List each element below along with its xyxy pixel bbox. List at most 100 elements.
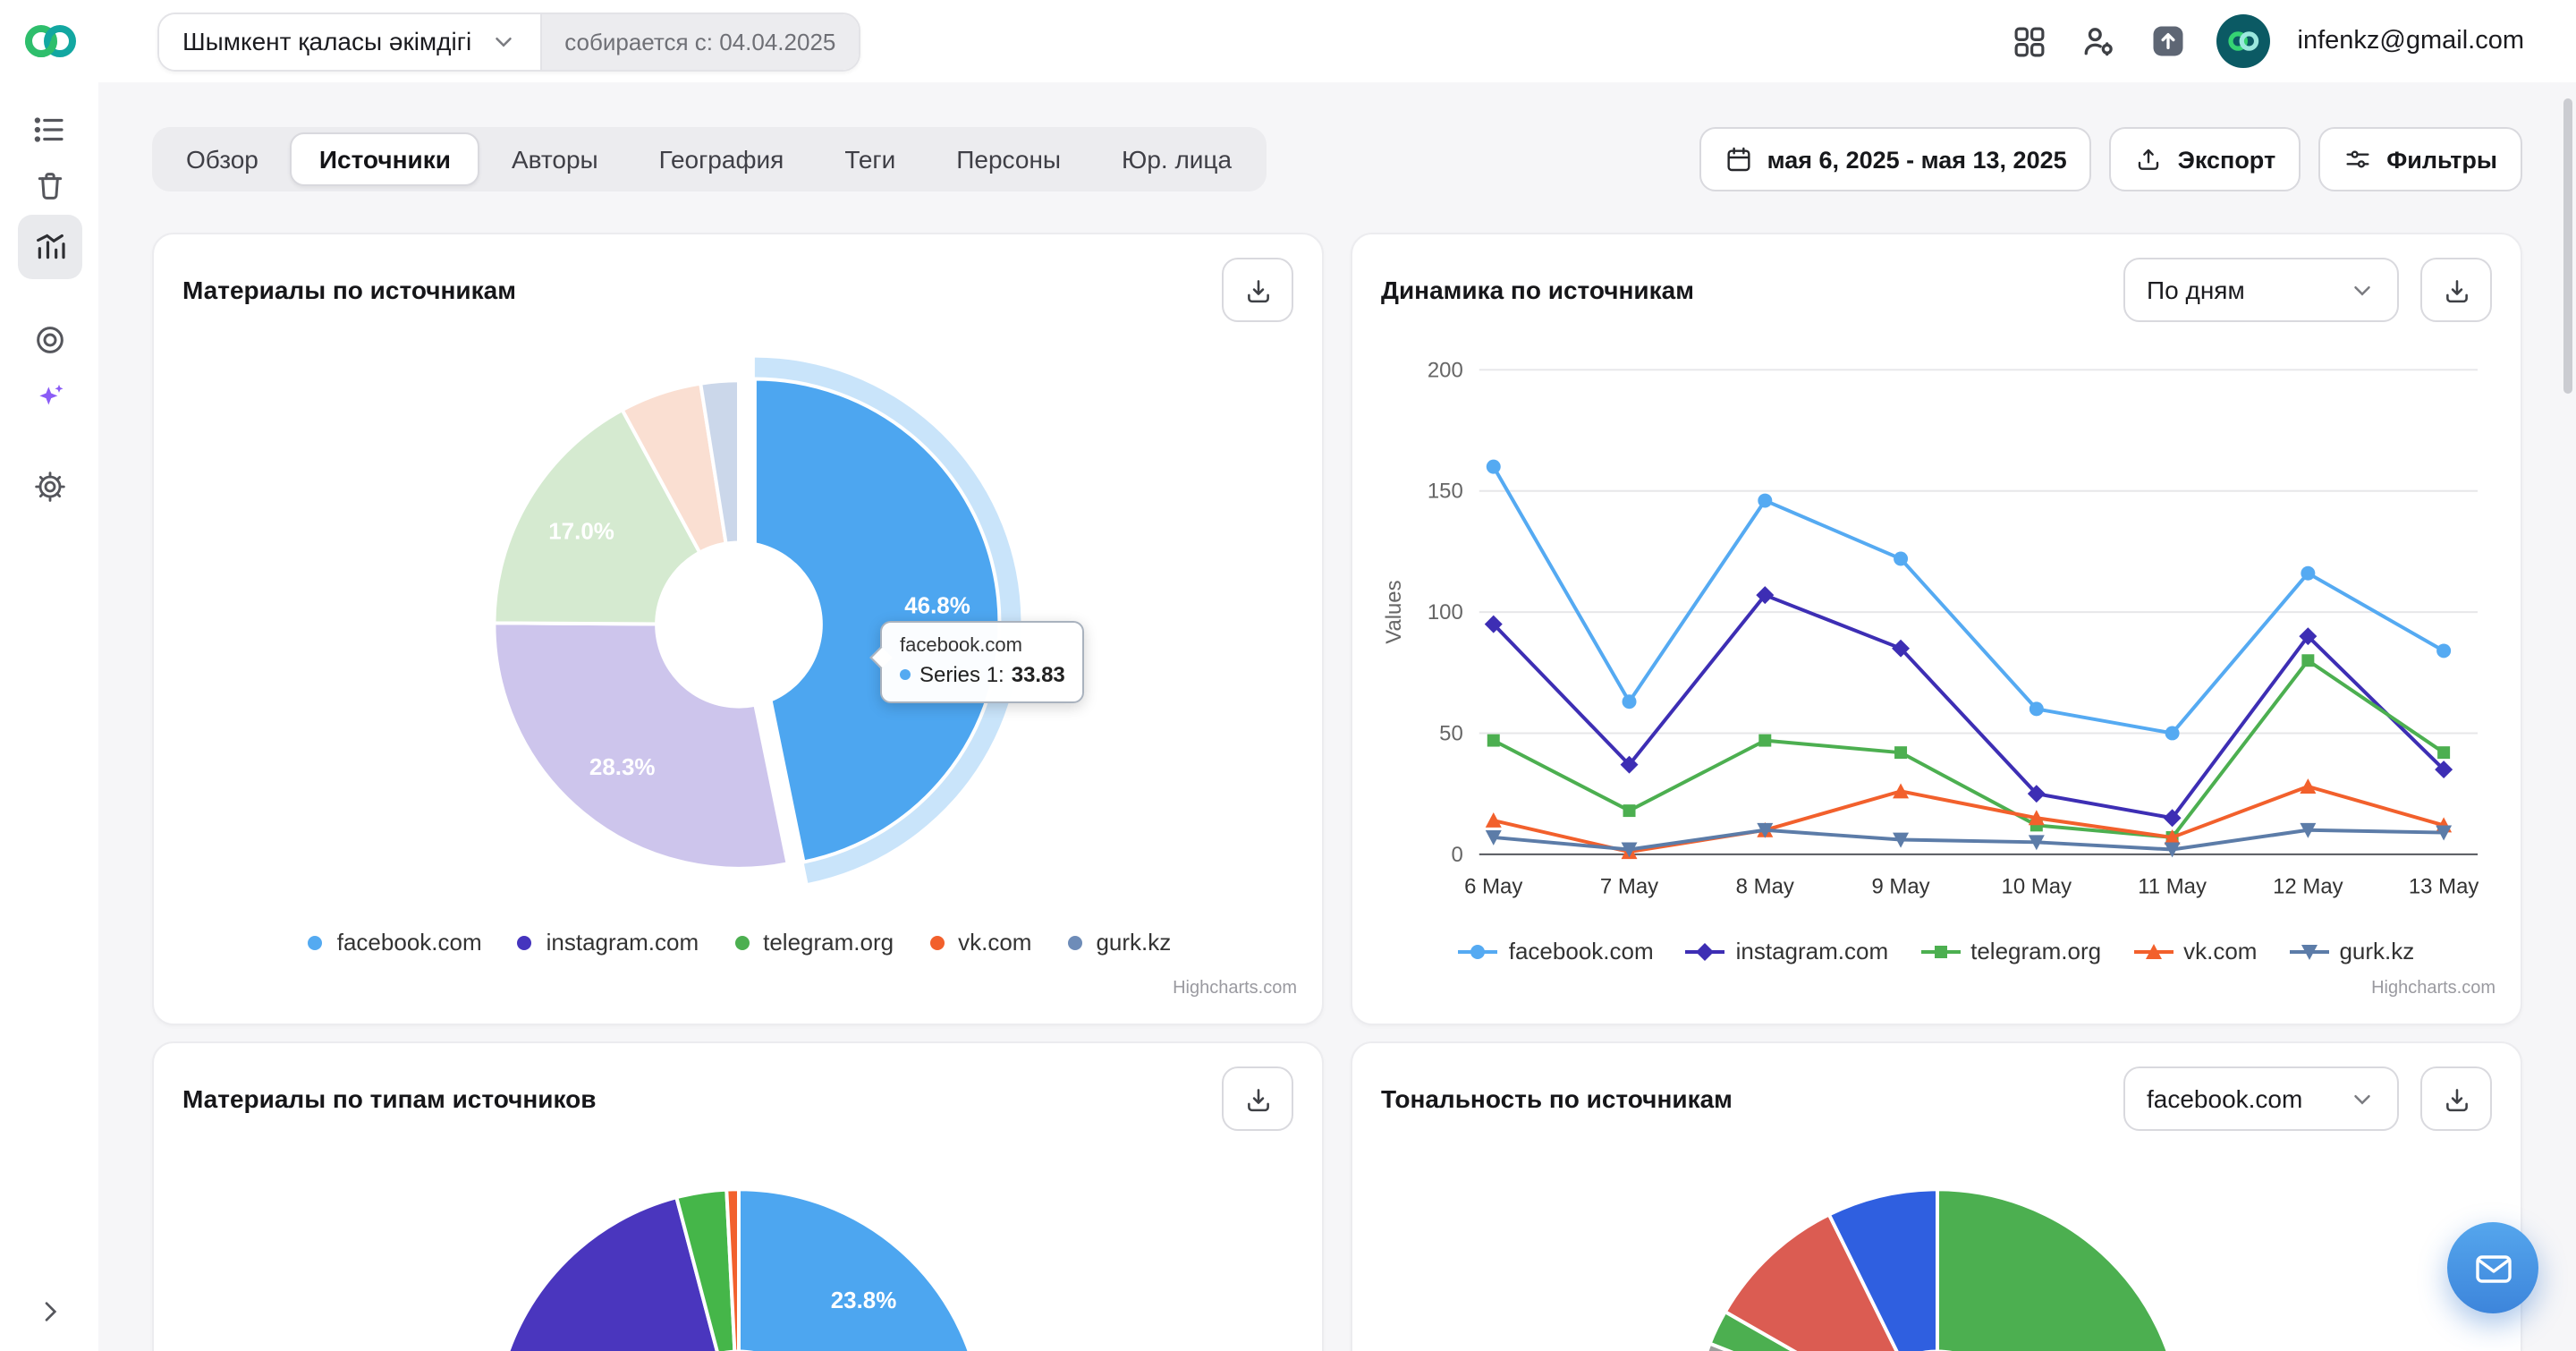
upload-box-button[interactable] xyxy=(2148,20,2190,63)
tab-authors[interactable]: Авторы xyxy=(483,132,627,186)
download-button[interactable] xyxy=(2420,258,2492,322)
list-icon xyxy=(30,110,68,148)
legend-item[interactable]: instagram.com xyxy=(514,929,699,956)
legend-item[interactable]: vk.com xyxy=(926,929,1031,956)
filters-icon xyxy=(2343,145,2372,174)
svg-text:23.8%: 23.8% xyxy=(831,1288,897,1313)
legend-item[interactable]: facebook.com xyxy=(1459,938,1654,964)
chevron-down-icon xyxy=(2349,1085,2376,1112)
app-root: Шымкент қаласы әкімдігі собирается с: 04… xyxy=(0,0,2576,1351)
card-header-actions: facebook.com xyxy=(2123,1066,2492,1131)
card-title: Материалы по типам источников xyxy=(182,1084,596,1113)
date-range-button[interactable]: мая 6, 2025 - мая 13, 2025 xyxy=(1699,127,2092,191)
user-settings-icon xyxy=(2080,21,2119,61)
sidebar xyxy=(0,0,98,1351)
sidebar-item-settings[interactable] xyxy=(17,458,81,515)
source-select[interactable]: facebook.com xyxy=(2123,1066,2399,1131)
chart-legend: facebook.com instagram.com telegram.org vk.… xyxy=(1352,938,2521,964)
card-title: Динамика по источникам xyxy=(1381,276,1694,304)
avatar[interactable] xyxy=(2217,14,2271,68)
download-icon xyxy=(1242,275,1273,305)
collect-since-badge: собирается с: 04.04.2025 xyxy=(539,13,859,69)
chevron-down-icon xyxy=(2349,276,2376,303)
app-logo xyxy=(22,16,76,66)
card-header-actions: По дням xyxy=(2123,258,2492,322)
svg-text:6 May: 6 May xyxy=(1464,875,1522,899)
legend-item[interactable]: vk.com xyxy=(2133,938,2257,964)
highcharts-credit[interactable]: Highcharts.com xyxy=(2371,979,2496,998)
legend-item[interactable]: instagram.com xyxy=(1686,938,1889,964)
dynamics-line-chart[interactable]: 0501001502006 May7 May8 May9 May10 May11… xyxy=(1352,234,2521,1024)
source-select-value: facebook.com xyxy=(2147,1084,2302,1113)
svg-text:50: 50 xyxy=(1439,721,1463,745)
tab-persons[interactable]: Персоны xyxy=(928,132,1089,186)
org-dropdown[interactable]: Шымкент қаласы әкімдігі xyxy=(159,13,539,69)
card-sources-pie: Материалы по источникам 46.8%28.3%17.0% … xyxy=(152,233,1324,1025)
topbar-right: infenkz@gmail.com xyxy=(2008,14,2524,68)
target-icon xyxy=(31,322,67,358)
download-icon xyxy=(2441,1083,2471,1114)
tab-legal-entities[interactable]: Юр. лица xyxy=(1093,132,1260,186)
download-icon xyxy=(1242,1083,1273,1114)
svg-text:12 May: 12 May xyxy=(2273,875,2343,899)
sidebar-nav xyxy=(17,100,81,515)
download-button[interactable] xyxy=(2420,1066,2492,1131)
chevron-down-icon xyxy=(489,28,516,55)
download-button[interactable] xyxy=(1222,258,1293,322)
sidebar-item-list[interactable] xyxy=(17,100,81,157)
export-label: Экспорт xyxy=(2178,146,2276,173)
svg-text:150: 150 xyxy=(1428,480,1463,504)
scrollbar-thumb[interactable] xyxy=(2563,98,2572,394)
legend-item[interactable]: gurk.kz xyxy=(1063,929,1171,956)
tab-geography[interactable]: География xyxy=(631,132,813,186)
logo-icon xyxy=(22,20,76,63)
card-header: Тональность по источникам facebook.com xyxy=(1352,1043,2521,1154)
sidebar-item-analytics[interactable] xyxy=(17,215,81,279)
export-button[interactable]: Экспорт xyxy=(2110,127,2301,191)
main-content: ОбзорИсточникиАвторыГеографияТегиПерсоны… xyxy=(98,82,2576,1351)
user-settings-button[interactable] xyxy=(2078,20,2121,63)
download-button[interactable] xyxy=(1222,1066,1293,1131)
tab-sources[interactable]: Источники xyxy=(291,132,479,186)
card-title: Тональность по источникам xyxy=(1381,1084,1733,1113)
svg-text:200: 200 xyxy=(1428,358,1463,382)
apps-grid-icon xyxy=(2011,22,2048,60)
download-icon xyxy=(2441,275,2471,305)
sidebar-item-ai[interactable] xyxy=(17,369,81,426)
tab-overview[interactable]: Обзор xyxy=(157,132,287,186)
chart-icon xyxy=(31,229,67,265)
date-range-label: мая 6, 2025 - мая 13, 2025 xyxy=(1767,146,2067,173)
sidebar-item-trash[interactable] xyxy=(17,157,81,215)
legend-item[interactable]: gurk.kz xyxy=(2289,938,2414,964)
svg-text:Values: Values xyxy=(1382,580,1406,643)
svg-text:100: 100 xyxy=(1428,600,1463,625)
card-tonality: Тональность по источникам facebook.com xyxy=(1351,1041,2522,1351)
period-select-value: По дням xyxy=(2147,276,2245,304)
sources-pie-chart[interactable]: 46.8%28.3%17.0% xyxy=(154,234,1322,1024)
svg-text:8 May: 8 May xyxy=(1736,875,1794,899)
chart-legend: facebook.com instagram.com telegram.org vk.… xyxy=(154,929,1322,956)
avatar-logo-icon xyxy=(2228,29,2260,54)
cards-grid: Материалы по источникам 46.8%28.3%17.0% … xyxy=(152,233,2522,1351)
highcharts-credit[interactable]: Highcharts.com xyxy=(1173,979,1297,998)
period-select[interactable]: По дням xyxy=(2123,258,2399,322)
trash-icon xyxy=(31,168,67,204)
svg-text:10 May: 10 May xyxy=(2002,875,2072,899)
svg-text:46.8%: 46.8% xyxy=(904,594,970,619)
tab-tags[interactable]: Теги xyxy=(816,132,924,186)
svg-text:17.0%: 17.0% xyxy=(548,520,614,545)
sidebar-item-target[interactable] xyxy=(17,311,81,369)
user-email: infenkz@gmail.com xyxy=(2298,27,2524,55)
sidebar-collapse-button[interactable] xyxy=(35,1297,64,1326)
legend-item[interactable]: telegram.org xyxy=(731,929,894,956)
svg-text:9 May: 9 May xyxy=(1871,875,1929,899)
card-dynamics: Динамика по источникам По дням xyxy=(1351,233,2522,1025)
filters-button[interactable]: Фильтры xyxy=(2318,127,2522,191)
legend-item[interactable]: telegram.org xyxy=(1920,938,2101,964)
svg-text:0: 0 xyxy=(1451,843,1462,867)
apps-grid-button[interactable] xyxy=(2008,20,2051,63)
chat-button[interactable] xyxy=(2447,1222,2538,1313)
top-header: Шымкент қаласы әкімдігі собирается с: 04… xyxy=(0,0,2576,82)
org-selector: Шымкент қаласы әкімдігі собирается с: 04… xyxy=(157,12,860,71)
legend-item[interactable]: facebook.com xyxy=(305,929,482,956)
